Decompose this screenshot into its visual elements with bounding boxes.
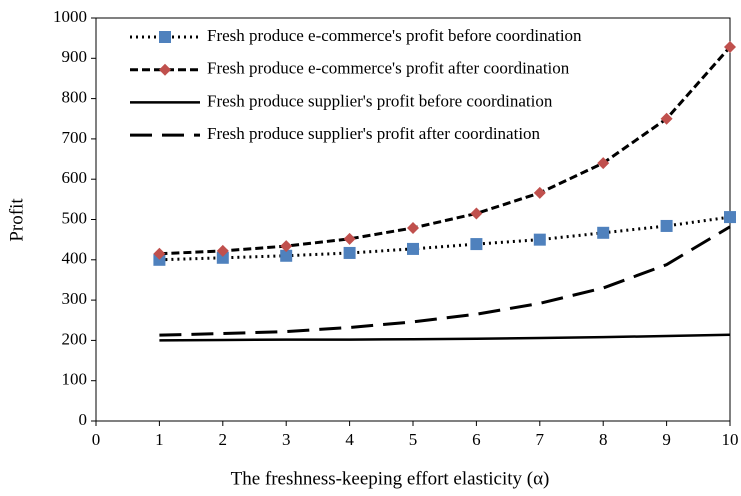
- marker: [343, 246, 356, 259]
- x-tick-label: 2: [219, 430, 228, 449]
- x-tick-label: 0: [92, 430, 101, 449]
- marker: [533, 186, 546, 199]
- x-tick-label: 3: [282, 430, 291, 449]
- y-tick-label: 900: [62, 47, 88, 66]
- x-tick-label: 4: [345, 430, 354, 449]
- legend-label: Fresh produce e-commerce's profit after …: [207, 59, 570, 78]
- legend-label: Fresh produce e-commerce's profit before…: [207, 26, 582, 45]
- x-tick-label: 6: [472, 430, 481, 449]
- y-tick-label: 1000: [53, 7, 87, 26]
- marker: [533, 233, 546, 246]
- marker: [724, 41, 736, 54]
- y-tick-label: 0: [79, 410, 88, 429]
- marker: [280, 240, 293, 253]
- x-tick-label: 1: [155, 430, 164, 449]
- legend-marker: [159, 31, 171, 43]
- marker: [597, 157, 610, 170]
- y-tick-label: 200: [62, 329, 88, 348]
- marker: [407, 221, 419, 234]
- y-tick-label: 800: [62, 88, 88, 107]
- marker: [153, 247, 166, 260]
- y-tick-label: 700: [62, 128, 88, 147]
- series-line: [159, 46, 732, 256]
- x-tick-label: 5: [409, 430, 418, 449]
- legend-label: Fresh produce supplier's profit after co…: [207, 124, 541, 143]
- series-line: [159, 333, 731, 342]
- x-tick-label: 10: [722, 430, 739, 449]
- plot-frame: [95, 17, 731, 422]
- y-tick-label: 400: [62, 249, 88, 268]
- series-line: [159, 215, 731, 262]
- marker: [470, 207, 483, 220]
- y-tick-label: 500: [62, 208, 88, 227]
- marker: [153, 253, 166, 266]
- marker: [660, 112, 673, 125]
- marker: [470, 238, 483, 251]
- y-tick-label: 600: [62, 168, 88, 187]
- x-tick-label: 9: [662, 430, 671, 449]
- legend-label: Fresh produce supplier's profit before c…: [207, 91, 553, 110]
- series-line: [159, 225, 731, 337]
- marker: [216, 251, 229, 264]
- y-tick-label: 300: [62, 289, 88, 308]
- marker: [660, 219, 673, 232]
- marker: [216, 244, 229, 257]
- marker: [343, 232, 356, 245]
- y-axis-label: Profit: [6, 198, 27, 242]
- marker: [280, 249, 293, 262]
- marker: [407, 242, 419, 255]
- legend-marker: [159, 63, 171, 76]
- marker: [597, 226, 610, 239]
- marker: [724, 211, 736, 224]
- x-axis-label: The freshness-keeping effort elasticity …: [231, 468, 550, 489]
- y-tick-label: 100: [62, 370, 88, 389]
- x-tick-label: 8: [599, 430, 608, 449]
- x-tick-label: 7: [536, 430, 545, 449]
